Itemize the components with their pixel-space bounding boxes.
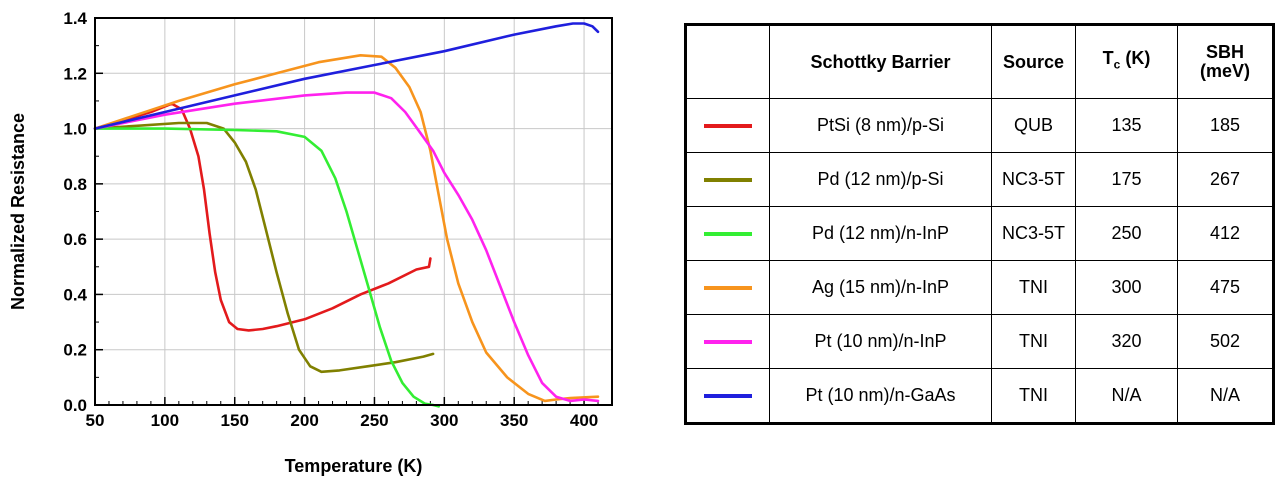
series-layer	[93, 22, 600, 408]
legend-swatch-cell	[685, 206, 770, 261]
source-cell: NC3-5T	[991, 206, 1076, 261]
tc-cell: 175	[1075, 152, 1178, 207]
y-tick-label: 1.0	[63, 120, 87, 139]
barrier-cell: PtSi (8 nm)/p-Si	[769, 98, 992, 153]
y-axis-title: Normalized Resistance	[8, 113, 28, 310]
legend-swatch	[704, 232, 752, 237]
series-line-2	[93, 121, 435, 374]
y-tick-label: 1.2	[63, 64, 87, 83]
source-cell: TNI	[991, 368, 1076, 424]
table-row: PtSi (8 nm)/p-Si QUB 135 185	[685, 98, 1274, 153]
legend-swatch	[704, 340, 752, 345]
sbh-cell: 475	[1177, 260, 1274, 315]
tc-cell: N/A	[1075, 368, 1178, 424]
source-header: Source	[991, 24, 1076, 99]
x-tick-label: 350	[500, 411, 528, 430]
x-tick-label: 200	[290, 411, 318, 430]
series-line-5	[93, 91, 600, 403]
legend-swatch-cell	[685, 98, 770, 153]
barrier-header: Schottky Barrier	[769, 24, 992, 99]
legend-swatch-cell	[685, 314, 770, 369]
legend-table: Schottky Barrier Source Tc (K) SBH (meV) …	[684, 23, 1275, 425]
source-cell: TNI	[991, 314, 1076, 369]
legend-swatch	[704, 286, 752, 291]
y-tick-label: 0.8	[63, 175, 87, 194]
table-header-row: Schottky Barrier Source Tc (K) SBH (meV)	[685, 24, 1274, 99]
legend-swatch	[704, 178, 752, 183]
series-line-6	[93, 22, 600, 130]
tick-labels: 50 100 150 200 250 300 350 400 0.0 0.2 0.4 0.6 0.8 1.…	[63, 9, 598, 430]
tc-cell: 135	[1075, 98, 1178, 153]
grid-lines	[95, 18, 612, 405]
x-tick-label: 100	[151, 411, 179, 430]
sbh-cell: 412	[1177, 206, 1274, 261]
barrier-cell: Ag (15 nm)/n-InP	[769, 260, 992, 315]
table-row: Pd (12 nm)/p-Si NC3-5T 175 267	[685, 152, 1274, 207]
y-tick-label: 0.6	[63, 230, 87, 249]
barrier-cell: Pd (12 nm)/n-InP	[769, 206, 992, 261]
legend-swatch	[704, 124, 752, 129]
x-tick-label: 300	[430, 411, 458, 430]
legend-swatch-cell	[685, 368, 770, 424]
table-row: Pt (10 nm)/n-GaAs TNI N/A N/A	[685, 368, 1274, 424]
sbh-cell: 502	[1177, 314, 1274, 369]
x-tick-label: 250	[360, 411, 388, 430]
table-row: Pd (12 nm)/n-InP NC3-5T 250 412	[685, 206, 1274, 261]
sbh-cell: N/A	[1177, 368, 1274, 424]
y-tick-label: 1.4	[63, 9, 87, 28]
source-cell: QUB	[991, 98, 1076, 153]
x-tick-label: 50	[86, 411, 105, 430]
barrier-cell: Pt (10 nm)/n-InP	[769, 314, 992, 369]
sbh-header: SBH (meV)	[1177, 24, 1274, 99]
barrier-cell: Pd (12 nm)/p-Si	[769, 152, 992, 207]
source-cell: NC3-5T	[991, 152, 1076, 207]
legend-swatch	[704, 394, 752, 399]
resistance-chart: 50 100 150 200 250 300 350 400 0.0 0.2 0.4 0.6 0.8 1.…	[8, 9, 613, 476]
x-tick-label: 150	[221, 411, 249, 430]
barrier-cell: Pt (10 nm)/n-GaAs	[769, 368, 992, 424]
series-line-4	[93, 53, 600, 403]
tc-cell: 300	[1075, 260, 1178, 315]
y-tick-label: 0.2	[63, 341, 87, 360]
sbh-cell: 185	[1177, 98, 1274, 153]
y-tick-label: 0.0	[63, 396, 87, 415]
tc-cell: 320	[1075, 314, 1178, 369]
swatch-header	[685, 24, 770, 99]
x-axis-title: Temperature (K)	[285, 456, 423, 476]
source-cell: TNI	[991, 260, 1076, 315]
y-tick-label: 0.4	[63, 285, 87, 304]
tc-cell: 250	[1075, 206, 1178, 261]
legend-swatch-cell	[685, 152, 770, 207]
table-row: Ag (15 nm)/n-InP TNI 300 475	[685, 260, 1274, 315]
plot-frame	[94, 17, 613, 406]
legend-swatch-cell	[685, 260, 770, 315]
series-line-3	[93, 127, 441, 408]
table-row: Pt (10 nm)/n-InP TNI 320 502	[685, 314, 1274, 369]
tc-header: Tc (K)	[1075, 24, 1178, 99]
x-tick-label: 400	[570, 411, 598, 430]
sbh-cell: 267	[1177, 152, 1274, 207]
